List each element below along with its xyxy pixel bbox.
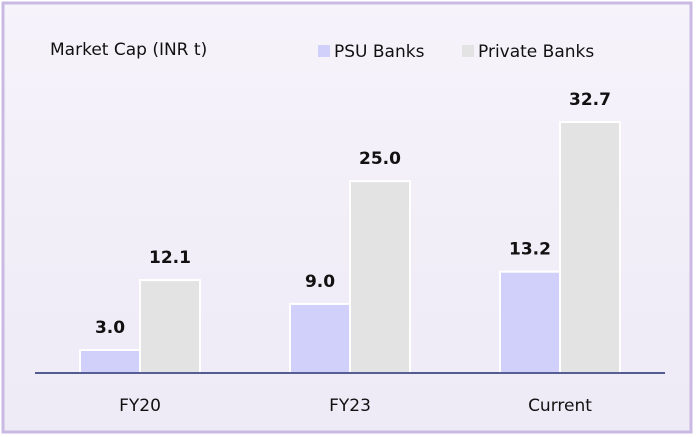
chart-title: Market Cap (INR t) [50,40,207,60]
bar [349,180,411,374]
value-label: 12.1 [149,248,191,268]
x-tick-label: FY23 [329,396,371,416]
bar [289,302,351,374]
bar [79,348,141,375]
value-label: 32.7 [569,90,611,110]
x-tick-label: FY20 [119,396,161,416]
legend-swatch [462,45,474,57]
bar [559,121,621,374]
bar [499,270,561,374]
bar [139,279,201,375]
value-label: 3.0 [95,318,125,338]
value-label: 9.0 [305,272,335,292]
legend-label: Private Banks [478,42,594,62]
legend-swatch [318,45,330,57]
value-label: 25.0 [359,149,401,169]
x-tick-label: Current [528,396,592,416]
legend-label: PSU Banks [334,42,425,62]
value-label: 13.2 [509,240,551,260]
